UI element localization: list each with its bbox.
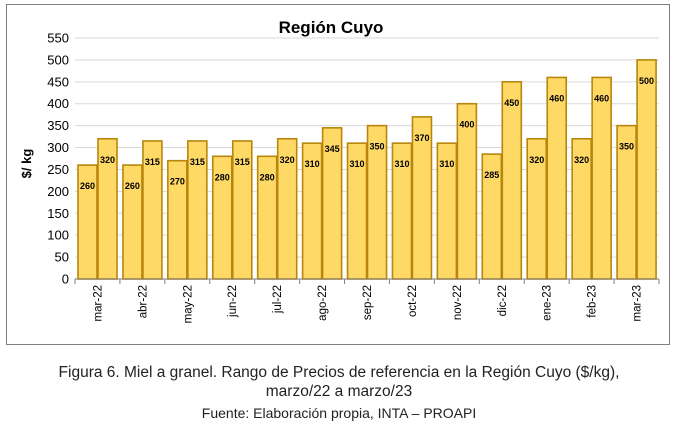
x-tick-label: ago-22 xyxy=(317,285,329,321)
x-tick-label: sep-22 xyxy=(362,285,374,320)
data-label: 310 xyxy=(439,159,454,169)
y-tick-label: 500 xyxy=(47,52,69,67)
y-tick-label: 450 xyxy=(47,74,69,89)
figure-source: Fuente: Elaboración propia, INTA – PROAP… xyxy=(201,405,477,421)
data-label: 260 xyxy=(80,181,95,191)
y-tick-label: 200 xyxy=(47,184,69,199)
data-label: 345 xyxy=(325,144,340,154)
bar-high xyxy=(456,102,478,280)
figure-caption-line2: marzo/22 a marzo/23 xyxy=(265,383,413,400)
data-label: 310 xyxy=(394,159,409,169)
data-label: 270 xyxy=(170,177,185,187)
y-axis-label: $/ kg xyxy=(19,149,34,179)
data-label: 320 xyxy=(280,155,295,165)
bar-high xyxy=(636,59,657,280)
y-tick-label: 300 xyxy=(47,140,69,155)
data-label: 370 xyxy=(414,133,429,143)
data-label: 320 xyxy=(100,155,115,165)
x-tick-label: mar-23 xyxy=(632,285,644,321)
y-tick-label: 50 xyxy=(55,250,69,265)
data-label: 460 xyxy=(594,93,609,103)
data-label: 280 xyxy=(215,172,230,182)
data-label: 500 xyxy=(639,76,654,86)
data-label: 315 xyxy=(190,157,205,167)
y-tick-label: 100 xyxy=(47,228,69,243)
y-tick-label: 250 xyxy=(47,162,69,177)
x-tick-label: nov-22 xyxy=(452,285,464,320)
chart-frame: Región Cuyo 0 50 100 150 200 250 300 350 400 450 50… xyxy=(6,4,670,345)
data-label: 350 xyxy=(370,142,385,152)
data-label: 315 xyxy=(145,157,160,167)
y-tick-label: 0 xyxy=(62,272,69,287)
y-tick-label: 400 xyxy=(47,96,69,111)
x-tick-label: feb-23 xyxy=(587,285,599,318)
y-tick-label: 150 xyxy=(47,206,69,221)
y-tick-label: 350 xyxy=(47,118,69,133)
x-tick-label: jul-22 xyxy=(272,285,284,314)
data-label: 315 xyxy=(235,157,250,167)
data-label: 350 xyxy=(619,142,634,152)
data-label: 400 xyxy=(459,120,474,130)
bar-high xyxy=(546,76,568,280)
x-tick-label: abr-22 xyxy=(137,285,149,318)
x-tick-label: oct-22 xyxy=(407,285,419,317)
chart-title: Región Cuyo xyxy=(279,18,384,37)
data-label: 450 xyxy=(504,98,519,108)
y-tick-label: 550 xyxy=(47,31,69,46)
data-label: 280 xyxy=(260,172,275,182)
data-label: 320 xyxy=(574,155,589,165)
data-label: 260 xyxy=(125,181,140,191)
data-label: 460 xyxy=(549,93,564,103)
data-label: 310 xyxy=(350,159,365,169)
x-tick-label: may-22 xyxy=(182,285,194,323)
x-tick-label: jun-22 xyxy=(227,285,239,318)
price-bar-chart: Región Cuyo 0 50 100 150 200 250 300 350 400 450 50… xyxy=(19,18,660,323)
data-label: 320 xyxy=(529,155,544,165)
bar-high xyxy=(501,81,523,280)
data-label: 310 xyxy=(305,159,320,169)
bar-high xyxy=(591,76,612,280)
x-tick-label: dic-22 xyxy=(497,285,509,316)
data-label: 285 xyxy=(484,170,499,180)
x-tick-label: ene-23 xyxy=(542,285,554,321)
figure-caption-line1: Figura 6. Miel a granel. Rango de Precio… xyxy=(58,364,620,381)
x-tick-label: mar-22 xyxy=(92,285,104,321)
